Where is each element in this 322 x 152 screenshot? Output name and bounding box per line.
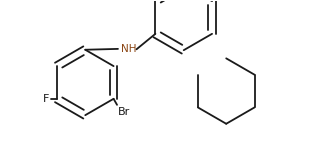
Text: Br: Br	[118, 107, 130, 117]
Text: NH: NH	[121, 44, 137, 54]
Text: F: F	[43, 94, 49, 104]
